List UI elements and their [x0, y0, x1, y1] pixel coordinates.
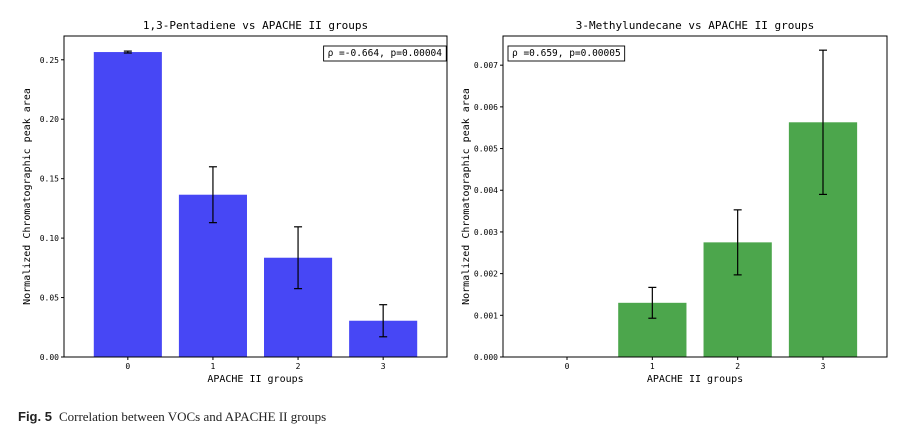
plot-frame	[502, 35, 888, 358]
chart-title: 3-Methylundecane vs APACHE II groups	[576, 19, 814, 32]
chart-panel-0: 0.00 0.05 0.10 0.15 0.20 0.25 0 1 2 3 1,3-Pentadie…	[22, 19, 448, 385]
bar	[93, 52, 162, 358]
y-tick-label: 0.005	[474, 145, 498, 154]
y-tick-label: 0.10	[40, 234, 59, 243]
y-tick-label: 0.15	[40, 175, 59, 184]
figure-caption: Fig. 5 Correlation between VOCs and APACH…	[18, 409, 326, 425]
y-tick-label: 0.003	[474, 228, 498, 237]
y-tick-label: 0.002	[474, 270, 498, 279]
figure: 0.00 0.05 0.10 0.15 0.20 0.25 0 1 2 3 1,3-Pentadie…	[22, 19, 888, 385]
x-tick-label: 2	[296, 362, 301, 371]
plot-frame	[63, 35, 448, 358]
y-axis-label: Normalized Chromatographic peak area	[22, 88, 33, 305]
y-tick-label: 0.25	[40, 56, 59, 65]
x-tick-label: 0	[125, 362, 130, 371]
y-tick-label: 0.004	[474, 186, 498, 195]
y-tick-label: 0.00	[40, 353, 59, 362]
y-tick-label: 0.000	[474, 353, 498, 362]
x-tick-label: 1	[650, 362, 655, 371]
y-tick-label: 0.007	[474, 61, 498, 70]
y-tick-label: 0.20	[40, 115, 59, 124]
y-tick-label: 0.05	[40, 294, 59, 303]
x-axis-label: APACHE II groups	[647, 374, 743, 385]
x-tick-label: 3	[821, 362, 826, 371]
x-tick-label: 1	[211, 362, 216, 371]
x-tick-label: 2	[735, 362, 740, 371]
annotation-box	[507, 45, 626, 62]
x-tick-label: 3	[381, 362, 386, 371]
y-tick-label: 0.001	[474, 311, 498, 320]
annotation-text: ρ =-0.664, p=0.00004	[328, 48, 443, 59]
y-tick-label: 0.006	[474, 103, 498, 112]
x-axis-label: APACHE II groups	[207, 374, 303, 385]
figure-caption-label: Fig. 5	[18, 409, 52, 424]
figure-caption-text: Correlation between VOCs and APACHE II g…	[58, 409, 327, 424]
y-axis-label: Normalized Chromatographic peak area	[461, 88, 472, 305]
annotation-box	[323, 45, 447, 62]
chart-panel-1: 0.000 0.001 0.002 0.003 0.004 0.005 0.006 0.007…	[461, 19, 888, 385]
annotation-text: ρ =0.659, p=0.00005	[512, 48, 621, 59]
chart-title: 1,3-Pentadiene vs APACHE II groups	[143, 19, 368, 32]
x-tick-label: 0	[565, 362, 570, 371]
